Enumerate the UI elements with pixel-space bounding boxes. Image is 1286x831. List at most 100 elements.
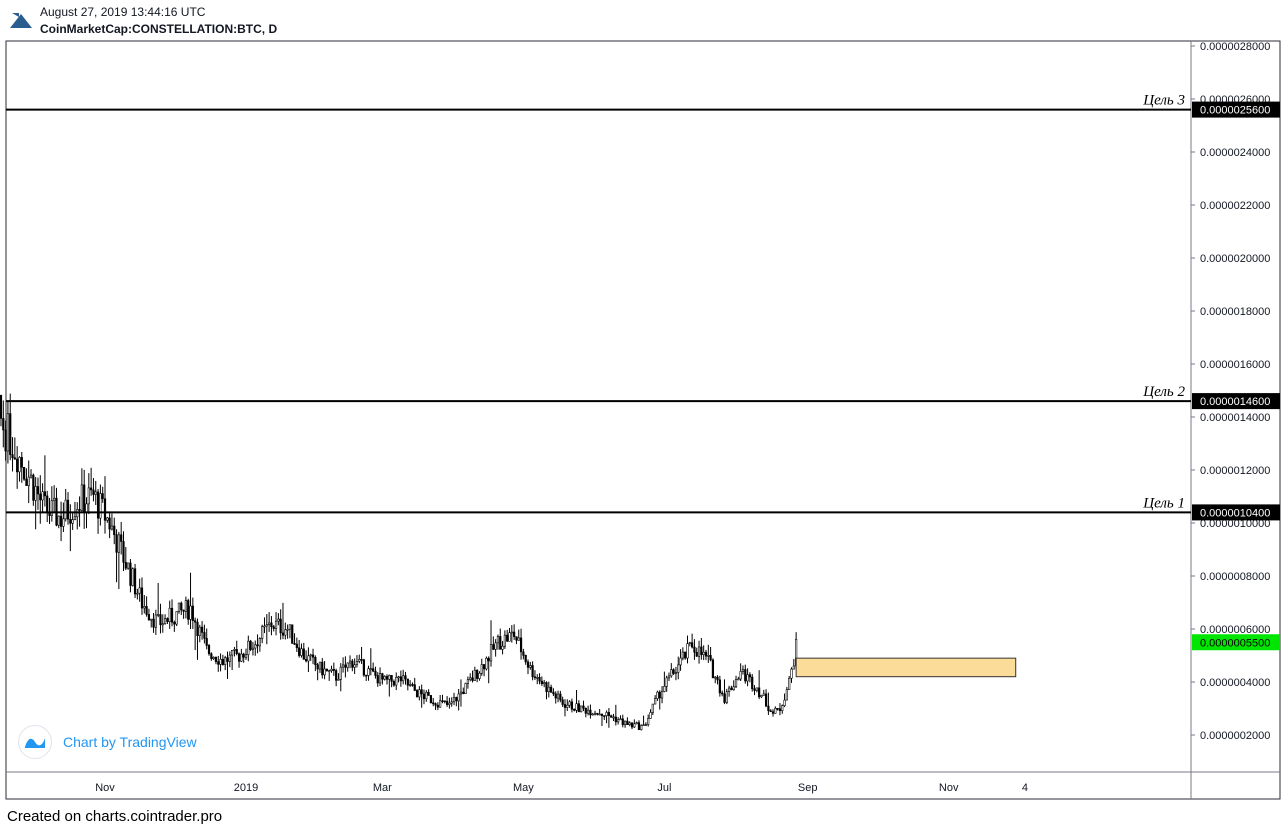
candle <box>247 635 250 662</box>
candle-body <box>279 618 282 634</box>
candle-body <box>210 653 213 659</box>
candle-body <box>559 693 562 701</box>
candle <box>409 680 412 687</box>
candle <box>506 629 509 642</box>
candle <box>355 655 359 668</box>
candle <box>748 672 752 683</box>
candle-body <box>106 517 109 521</box>
candle <box>212 656 215 661</box>
candle-body <box>85 503 88 513</box>
candle-body <box>29 474 33 478</box>
candle <box>25 468 28 486</box>
candle <box>436 702 439 711</box>
candle-body <box>0 395 3 419</box>
candle <box>681 647 684 661</box>
candle-body <box>667 675 671 679</box>
candle <box>115 529 118 583</box>
candle-body <box>593 712 597 715</box>
candle <box>318 661 322 673</box>
candle <box>22 467 26 481</box>
candle-body <box>496 636 500 644</box>
candle <box>499 628 502 650</box>
candle <box>147 608 151 621</box>
candle <box>2 400 5 448</box>
candle <box>18 456 21 482</box>
candle-body <box>429 695 433 704</box>
candle-body <box>265 624 268 627</box>
price-tick-label: 0.0000020000 <box>1200 253 1270 265</box>
candle <box>150 618 153 628</box>
candle <box>161 614 164 633</box>
candle <box>561 696 564 707</box>
candle-body <box>617 719 620 723</box>
candle <box>598 709 601 716</box>
candle-body <box>36 486 40 495</box>
candle <box>57 515 60 529</box>
candle-body <box>660 691 664 699</box>
time-tick-label: Nov <box>939 782 959 794</box>
candle <box>744 664 747 684</box>
tradingview-badge-icon <box>18 725 52 759</box>
candle <box>117 531 120 589</box>
candle <box>593 710 597 716</box>
candle-body <box>543 682 546 685</box>
candle-body <box>200 626 204 633</box>
candle-body <box>392 681 396 686</box>
candle-body <box>788 677 791 690</box>
candle <box>154 609 157 635</box>
candle <box>231 649 234 671</box>
candle <box>688 641 691 647</box>
candle-body <box>214 657 218 662</box>
candle-body <box>341 664 345 668</box>
candle-body <box>598 713 601 716</box>
candle-body <box>737 678 740 681</box>
candle-body <box>774 708 777 714</box>
candle <box>522 648 525 660</box>
candle <box>603 715 606 720</box>
candle <box>663 671 666 693</box>
price-tick-label: 0.0000002000 <box>1200 730 1270 742</box>
candle-body <box>217 661 220 665</box>
candle <box>131 567 134 587</box>
candle <box>658 690 661 710</box>
candle-body <box>226 657 229 662</box>
candle-body <box>415 690 419 698</box>
candle-body <box>744 669 747 682</box>
candle <box>660 686 664 704</box>
candle-body <box>443 700 446 703</box>
candle-body <box>626 720 629 725</box>
candle <box>596 712 599 716</box>
candle <box>304 650 308 663</box>
candle <box>200 621 204 640</box>
candle-body <box>295 643 298 649</box>
candle <box>654 695 657 705</box>
candle-body <box>374 670 377 676</box>
candle <box>99 484 102 526</box>
tradingview-badge[interactable]: Chart by TradingView <box>18 724 197 760</box>
candle-body <box>663 686 666 692</box>
candle <box>531 661 534 681</box>
candle-body <box>64 499 67 520</box>
candle-body <box>397 676 400 679</box>
candle-body <box>166 618 169 622</box>
candle <box>284 622 287 640</box>
candle-body <box>457 693 460 702</box>
time-tick-label: Jul <box>657 782 671 794</box>
candle <box>746 668 749 687</box>
candle <box>605 710 608 724</box>
candle-body <box>355 661 359 666</box>
candle-body <box>159 614 162 626</box>
candle <box>471 670 474 683</box>
candle-body <box>247 640 250 656</box>
candle <box>633 719 636 728</box>
candle <box>272 624 275 632</box>
candle <box>610 714 613 718</box>
candle <box>684 651 687 660</box>
candle <box>240 648 243 663</box>
candle <box>228 651 231 668</box>
candle-body <box>256 644 259 647</box>
candle-body <box>254 644 257 649</box>
candle-body <box>378 673 382 684</box>
candle <box>50 486 53 522</box>
